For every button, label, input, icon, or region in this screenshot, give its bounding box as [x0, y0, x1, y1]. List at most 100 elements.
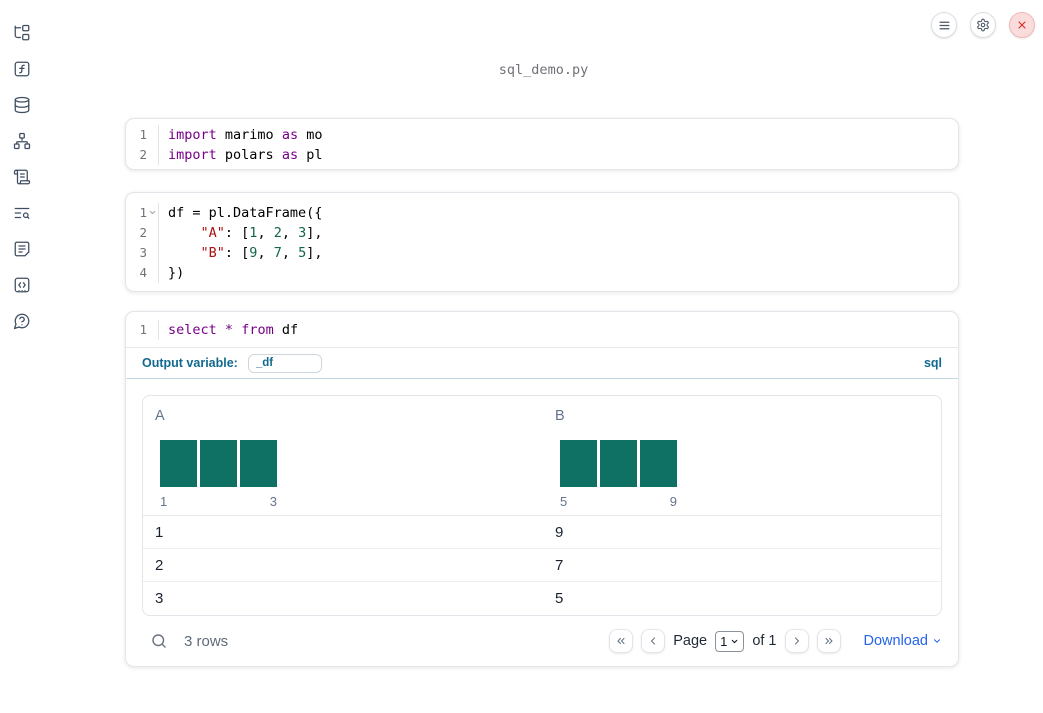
- histogram-tick-min: 5: [560, 494, 568, 509]
- column-header-a[interactable]: A 1 3: [155, 408, 555, 510]
- file-tree-icon[interactable]: [13, 24, 31, 42]
- code-line[interactable]: 2 import polars as pl: [126, 145, 958, 165]
- code-editor[interactable]: 1 select * from df: [126, 312, 958, 348]
- first-page-button[interactable]: [609, 629, 634, 653]
- column-header-b[interactable]: B 5 9: [555, 408, 929, 510]
- output-variable-row: Output variable: sql: [126, 348, 958, 379]
- line-number: 2: [139, 225, 147, 240]
- pagination: Page 1 of 1 Download: [609, 629, 942, 653]
- snippets-icon[interactable]: [13, 276, 31, 294]
- gutter: 1: [126, 320, 159, 340]
- histogram-tick-max: 3: [269, 494, 277, 509]
- sql-language-tag: sql: [923, 356, 942, 370]
- search-logs-icon[interactable]: [13, 204, 31, 222]
- code-line[interactable]: 4}): [126, 263, 958, 283]
- code-line[interactable]: 1 df = pl.DataFrame({: [126, 203, 958, 223]
- code-text[interactable]: "B": [9, 7, 5],: [200, 245, 323, 261]
- column-name[interactable]: B: [555, 408, 565, 424]
- search-icon: [150, 632, 168, 650]
- output-variable-input[interactable]: [247, 353, 322, 373]
- line-number: 3: [139, 245, 147, 260]
- sql-cell: 1 select * from df Output variable: sql A…: [125, 311, 959, 667]
- histogram-bar: [640, 440, 677, 487]
- fold-chevron-icon[interactable]: [148, 208, 157, 217]
- chevron-down-icon: [730, 637, 739, 646]
- histogram-tick-min: 1: [160, 494, 168, 509]
- cell-value: 9: [555, 523, 564, 541]
- gutter: 4: [126, 263, 159, 283]
- histogram-bar: [240, 440, 277, 487]
- line-number: 4: [139, 265, 147, 280]
- page-of-label: of 1: [752, 633, 777, 649]
- download-button[interactable]: Download: [864, 633, 943, 649]
- line-number: 1: [139, 205, 147, 220]
- output-variable-label: Output variable:: [142, 356, 238, 370]
- line-number: 1: [139, 322, 147, 337]
- gear-icon: [976, 18, 990, 32]
- code-cell-dataframe[interactable]: 1 df = pl.DataFrame({2 "A": [1, 2, 3], 3 "…: [125, 192, 959, 292]
- page-select[interactable]: 1: [715, 630, 745, 652]
- settings-button[interactable]: [970, 12, 996, 38]
- code-text[interactable]: "A": [1, 2, 3],: [200, 225, 323, 241]
- search-button[interactable]: [150, 632, 168, 650]
- page-select-value: 1: [720, 633, 728, 649]
- next-page-button[interactable]: [784, 629, 809, 653]
- histogram: [160, 440, 555, 487]
- code-text[interactable]: import polars as pl: [168, 147, 323, 163]
- gutter: 2: [126, 145, 159, 165]
- histogram-ticks: 5 9: [560, 494, 677, 510]
- cell-value: 1: [155, 523, 164, 541]
- documentation-icon[interactable]: [13, 240, 31, 258]
- code-line[interactable]: 3 "B": [9, 7, 5],: [126, 243, 958, 263]
- download-label: Download: [863, 633, 929, 649]
- page-label: Page: [673, 633, 708, 649]
- chevrons-right-icon: [823, 635, 835, 647]
- histogram-bar: [600, 440, 637, 487]
- code-editor[interactable]: 1 import marimo as mo 2 import polars as pl: [126, 125, 958, 165]
- histogram-bar: [200, 440, 237, 487]
- datasources-icon[interactable]: [13, 96, 31, 114]
- row-count-label: 3 rows: [184, 632, 229, 650]
- histogram-tick-max: 9: [669, 494, 677, 509]
- histogram-ticks: 1 3: [160, 494, 277, 510]
- code-cell-imports[interactable]: 1 import marimo as mo 2 import polars as pl: [125, 118, 959, 170]
- histogram-bar: [160, 440, 197, 487]
- topbar-controls: [931, 12, 1035, 38]
- chevron-left-icon: [647, 635, 659, 647]
- code-line[interactable]: 1 import marimo as mo: [126, 125, 958, 145]
- gutter: 3: [126, 243, 159, 263]
- cell-value: 2: [155, 556, 164, 574]
- column-name[interactable]: A: [155, 408, 165, 424]
- notebook-title: sql_demo.py: [498, 62, 589, 78]
- code-line[interactable]: 1 select * from df: [126, 320, 958, 340]
- shutdown-button[interactable]: [1009, 12, 1035, 38]
- prev-page-button[interactable]: [641, 629, 666, 653]
- cell-value: 3: [155, 590, 164, 607]
- code-editor[interactable]: 1 df = pl.DataFrame({2 "A": [1, 2, 3], 3 "…: [126, 203, 958, 283]
- line-number: 2: [139, 147, 147, 162]
- histogram: [560, 440, 929, 487]
- histogram-bar: [560, 440, 597, 487]
- menu-icon: [938, 19, 951, 32]
- help-icon[interactable]: [13, 312, 31, 330]
- functions-icon[interactable]: [13, 60, 31, 78]
- cell-value: 7: [555, 556, 564, 574]
- menu-button[interactable]: [931, 12, 957, 38]
- close-icon: [1016, 19, 1028, 31]
- code-text[interactable]: import marimo as mo: [168, 127, 323, 143]
- logs-icon[interactable]: [13, 168, 31, 186]
- code-line[interactable]: 2 "A": [1, 2, 3],: [126, 223, 958, 243]
- gutter: 2: [126, 223, 159, 243]
- gutter: 1: [126, 125, 159, 145]
- last-page-button[interactable]: [816, 629, 841, 653]
- code-text[interactable]: select * from df: [168, 322, 299, 338]
- dependency-graph-icon[interactable]: [13, 132, 31, 150]
- line-number: 1: [139, 127, 147, 142]
- code-text[interactable]: df = pl.DataFrame({: [168, 205, 323, 221]
- code-text[interactable]: }): [168, 265, 185, 281]
